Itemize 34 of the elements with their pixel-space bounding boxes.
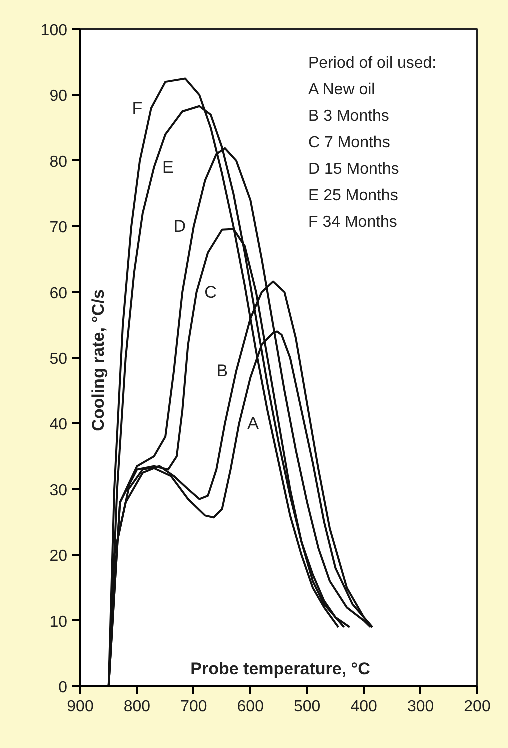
annotation: Period of oil used: — [308, 55, 437, 72]
x-axis-title: Probe temperature, °C — [190, 660, 370, 678]
series-label: B — [216, 362, 228, 381]
y-tick-label: 30 — [50, 482, 68, 500]
y-tick-label: 70 — [50, 220, 68, 237]
annotation: F 34 Months — [308, 214, 398, 231]
annotation: B 3 Months — [308, 108, 390, 125]
y-tick-label: 90 — [50, 88, 68, 106]
y-tick-label: 0 — [58, 680, 68, 696]
series-label: E — [162, 158, 174, 177]
x-tick-label: 300 — [407, 698, 434, 716]
y-tick-label: 50 — [50, 351, 68, 368]
x-tick-label: 600 — [237, 698, 264, 716]
x-tick-label: 400 — [350, 698, 378, 716]
x-tick-label: 500 — [294, 698, 321, 716]
y-tick-label: 100 — [40, 22, 68, 40]
x-tick-label: 200 — [464, 698, 491, 716]
y-axis-title: Cooling rate, °C/s — [89, 290, 108, 432]
x-tick-label: 800 — [124, 698, 151, 716]
y-tick-label: 10 — [50, 614, 68, 631]
series-label: D — [174, 217, 186, 236]
annotation: E 25 Months — [308, 188, 398, 204]
series-label: A — [248, 414, 260, 434]
series-label: C — [204, 282, 217, 302]
x-tick-label: 700 — [180, 698, 208, 716]
y-tick-label: 80 — [50, 154, 68, 171]
x-tick-label: 900 — [67, 698, 94, 716]
y-tick-label: 60 — [50, 285, 68, 302]
y-tick-label: 40 — [50, 416, 68, 434]
series-label: F — [132, 98, 143, 118]
y-tick-label: 20 — [50, 548, 68, 566]
annotation: C 7 Months — [308, 134, 390, 152]
annotation: A New oil — [308, 82, 376, 98]
annotation: D 15 Months — [308, 161, 400, 178]
